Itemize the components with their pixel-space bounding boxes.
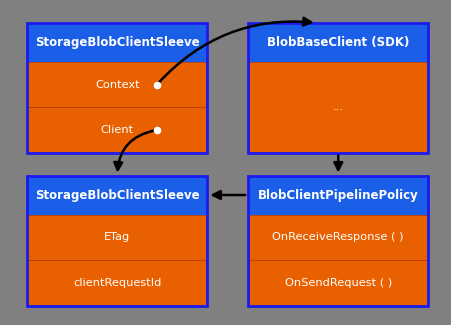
Text: ETag: ETag	[104, 232, 130, 242]
Bar	[27, 23, 207, 153]
Bar	[248, 260, 428, 306]
Bar	[27, 23, 207, 62]
Bar	[27, 260, 207, 306]
Bar	[248, 176, 428, 306]
Text: Context: Context	[95, 80, 139, 89]
Text: OnSendRequest ( ): OnSendRequest ( )	[285, 278, 392, 288]
Text: OnReceiveResponse ( ): OnReceiveResponse ( )	[272, 232, 404, 242]
Bar	[248, 23, 428, 153]
Text: clientRequestId: clientRequestId	[73, 278, 161, 288]
Bar	[27, 62, 207, 107]
Bar	[27, 214, 207, 260]
Text: BlobClientPipelinePolicy: BlobClientPipelinePolicy	[258, 188, 419, 202]
Bar	[248, 176, 428, 214]
Bar	[27, 107, 207, 153]
Bar	[27, 176, 207, 214]
Bar	[27, 176, 207, 306]
Text: BlobBaseClient (SDK): BlobBaseClient (SDK)	[267, 36, 410, 49]
Bar	[248, 214, 428, 260]
Bar	[248, 23, 428, 62]
Bar	[248, 62, 428, 153]
Text: StorageBlobClientSleeve: StorageBlobClientSleeve	[35, 36, 200, 49]
Text: StorageBlobClientSleeve: StorageBlobClientSleeve	[35, 188, 200, 202]
Text: ...: ...	[333, 102, 344, 112]
Text: Client: Client	[101, 125, 134, 135]
